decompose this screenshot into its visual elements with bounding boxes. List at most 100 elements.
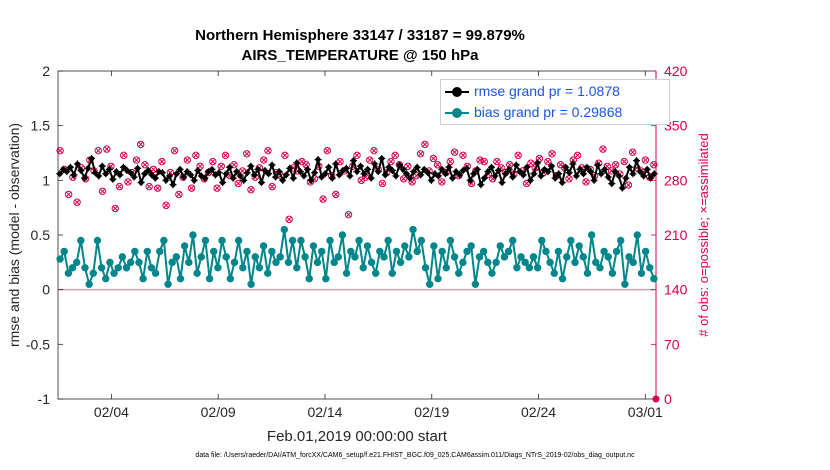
obs-possible-point bbox=[259, 156, 268, 164]
rmse-point-star bbox=[480, 174, 488, 182]
rmse-point-star bbox=[449, 174, 457, 182]
obs-assimilated-point bbox=[74, 199, 80, 205]
bias-point bbox=[322, 275, 330, 283]
rmse-point bbox=[318, 173, 326, 181]
rmse-point bbox=[395, 161, 403, 169]
rmse-point-star bbox=[116, 171, 124, 179]
bias-point bbox=[318, 247, 326, 256]
obs-zero-point bbox=[652, 395, 660, 403]
bias-point bbox=[68, 264, 77, 272]
rmse-point-star bbox=[279, 176, 287, 184]
rmse-point-star bbox=[590, 176, 598, 184]
rmse-point bbox=[162, 176, 170, 184]
bias-point bbox=[455, 269, 463, 277]
bias-point bbox=[550, 269, 558, 277]
rmse-point bbox=[633, 157, 641, 165]
rmse-point bbox=[208, 165, 216, 173]
bias-point bbox=[413, 247, 421, 256]
rmse-point bbox=[512, 161, 520, 169]
rmse-point bbox=[530, 170, 538, 178]
rmse-point-star bbox=[487, 163, 495, 171]
bias-point bbox=[326, 236, 334, 245]
rmse-point-star bbox=[81, 174, 89, 182]
bias-point bbox=[284, 258, 293, 267]
rmse-point-star bbox=[463, 164, 471, 172]
rmse-point-star bbox=[332, 160, 340, 168]
rmse-point bbox=[650, 170, 658, 178]
rmse-point-star bbox=[307, 176, 315, 184]
rmse-point-star bbox=[516, 168, 524, 176]
rmse-point bbox=[201, 174, 209, 182]
bias-point bbox=[621, 280, 629, 288]
obs-possible-point bbox=[446, 157, 455, 166]
y2-axis-label: # of obs: o=possible; ×=assimilated bbox=[696, 133, 711, 336]
bias-point bbox=[554, 247, 563, 256]
rmse-point bbox=[357, 162, 365, 170]
rmse-point bbox=[519, 171, 527, 179]
rmse-point bbox=[473, 165, 481, 173]
rmse-point-star bbox=[335, 171, 343, 179]
rmse-point-star bbox=[406, 174, 414, 182]
obs-possible-point bbox=[366, 156, 374, 164]
rmse-point bbox=[130, 173, 138, 181]
rmse-point-star bbox=[579, 170, 587, 178]
x-tick-label: 02/24 bbox=[521, 404, 556, 420]
bias-point bbox=[180, 242, 189, 250]
bias-point bbox=[247, 280, 255, 288]
rmse-point bbox=[105, 165, 113, 173]
rmse-point-star bbox=[466, 176, 474, 184]
obs-possible-point bbox=[230, 161, 238, 169]
rmse-point-star bbox=[569, 160, 577, 168]
rmse-point-star bbox=[357, 162, 365, 170]
obs-assimilated-point bbox=[133, 157, 140, 163]
legend-label-rmse: rmse grand pr = 1.0878 bbox=[474, 83, 620, 99]
y2-tick-label: 280 bbox=[664, 172, 688, 188]
bias-point bbox=[612, 247, 621, 256]
obs-possible-point bbox=[120, 151, 128, 160]
bias-point bbox=[446, 236, 455, 245]
rmse-point-star bbox=[629, 170, 637, 178]
obs-possible-point bbox=[370, 146, 378, 155]
rmse-point-star bbox=[240, 176, 248, 184]
bias-point bbox=[641, 247, 650, 256]
bias-point bbox=[156, 247, 164, 256]
bias-point bbox=[218, 236, 226, 245]
rmse-point-star bbox=[158, 169, 166, 177]
obs-assimilated-point bbox=[451, 149, 458, 155]
bias-point bbox=[533, 264, 542, 272]
rmse-point bbox=[590, 176, 598, 184]
obs-possible-point bbox=[344, 210, 353, 219]
rmse-point-star bbox=[424, 169, 432, 177]
rmse-point-star bbox=[523, 163, 531, 171]
obs-assimilated-point bbox=[231, 162, 237, 168]
rmse-point-star bbox=[162, 176, 170, 184]
rmse-point bbox=[190, 176, 198, 184]
rmse-point-star bbox=[222, 170, 230, 178]
obs-possible-point bbox=[404, 162, 412, 170]
obs-assimilated-point bbox=[159, 159, 165, 165]
bias-point bbox=[334, 253, 343, 261]
obs-possible-point bbox=[459, 151, 467, 160]
rmse-point-star bbox=[112, 168, 120, 176]
rmse-point bbox=[487, 163, 495, 171]
rmse-point bbox=[300, 172, 308, 180]
rmse-point bbox=[240, 176, 248, 184]
rmse-point-star bbox=[399, 165, 407, 173]
rmse-point bbox=[158, 169, 166, 177]
obs-assimilated-point bbox=[265, 148, 271, 154]
obs-assimilated-point bbox=[244, 151, 250, 157]
rmse-point-star bbox=[502, 170, 510, 178]
rmse-point-star bbox=[441, 170, 449, 178]
rmse-point-star bbox=[219, 179, 227, 187]
rmse-point bbox=[219, 179, 227, 187]
bias-point bbox=[189, 231, 197, 239]
bias-point bbox=[230, 258, 239, 267]
rmse-point-star bbox=[63, 168, 71, 176]
bias-point bbox=[160, 236, 168, 245]
bias-point bbox=[205, 275, 214, 283]
obs-assimilated-point bbox=[600, 146, 606, 152]
y2-tick-label: 210 bbox=[664, 227, 688, 243]
obs-possible-point bbox=[162, 201, 170, 210]
obs-possible-point bbox=[247, 186, 255, 194]
